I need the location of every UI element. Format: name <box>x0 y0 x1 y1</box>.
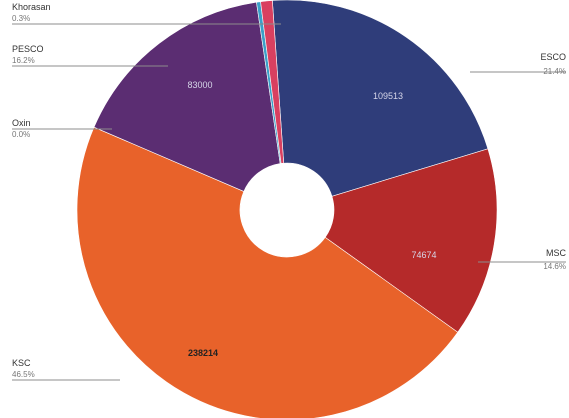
slice-ksc[interactable] <box>76 126 459 418</box>
labels-group: 109513 74674 238214 83000 ESCO 21.4% MSC 14.6% K… <box>12 2 567 381</box>
label-name-pesco: PESCO <box>12 44 44 54</box>
value-label-esco: 109513 <box>373 91 403 101</box>
label-name-msc: MSC <box>546 248 567 258</box>
slices-group <box>76 0 498 418</box>
label-percent-pesco: 16.2% <box>12 56 35 65</box>
slice-esco[interactable] <box>272 0 489 197</box>
value-label-msc: 74674 <box>411 250 436 260</box>
label-percent-esco: 21.4% <box>543 67 566 76</box>
slice-pesco[interactable] <box>93 1 281 192</box>
label-percent-ksc: 46.5% <box>12 370 35 379</box>
label-percent-khorasan: 0.3% <box>12 14 30 23</box>
slice-segment-6[interactable] <box>260 0 285 164</box>
label-name-oxin: Oxin <box>12 118 31 128</box>
value-label-pesco: 83000 <box>187 80 212 90</box>
label-name-ksc: KSC <box>12 358 31 368</box>
label-percent-msc: 14.6% <box>543 262 566 271</box>
value-label-ksc: 238214 <box>188 348 218 358</box>
label-name-khorasan: Khorasan <box>12 2 51 12</box>
slice-msc[interactable] <box>324 148 498 333</box>
label-name-esco: ESCO <box>540 52 566 62</box>
label-percent-oxin: 0.0% <box>12 130 30 139</box>
